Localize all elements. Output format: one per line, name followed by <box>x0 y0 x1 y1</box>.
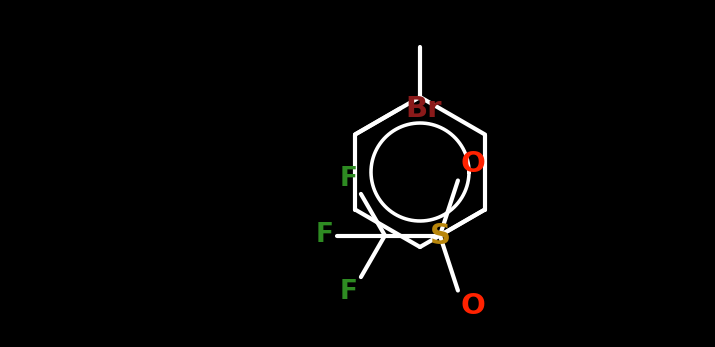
Text: F: F <box>340 279 358 305</box>
Text: F: F <box>340 166 358 192</box>
Text: S: S <box>430 221 450 249</box>
Text: O: O <box>461 293 485 321</box>
Text: F: F <box>316 222 334 248</box>
Text: O: O <box>461 151 485 178</box>
Text: Br: Br <box>405 94 442 122</box>
